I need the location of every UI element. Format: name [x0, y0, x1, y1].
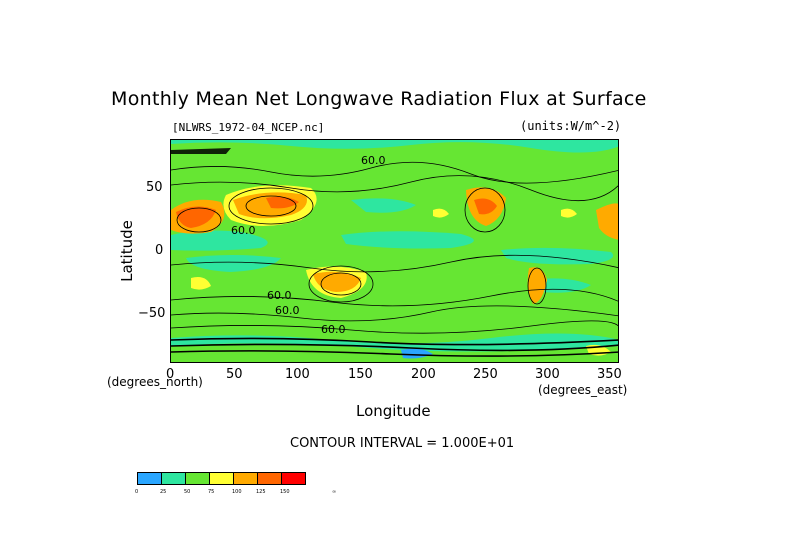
contour-interval-note: CONTOUR INTERVAL = 1.000E+01 — [290, 436, 515, 451]
contour-label: 60.0 — [267, 289, 292, 302]
contour-label: 60.0 — [275, 304, 300, 317]
x-tick-label: 150 — [348, 367, 373, 382]
x-tick-label: 50 — [226, 367, 243, 382]
hot-region-east-edge — [596, 203, 618, 240]
x-tick-label: 0 — [166, 367, 175, 382]
colorbar-swatch — [233, 472, 258, 485]
tropical-patch-3 — [501, 247, 614, 265]
y-tick-label: 50 — [146, 180, 163, 195]
colorbar-swatch — [209, 472, 234, 485]
tropical-patch-2 — [341, 231, 474, 249]
hot-region-samerica — [527, 267, 547, 304]
x-axis-label: Longitude — [356, 402, 431, 420]
colorbar-label: 0 — [135, 489, 139, 495]
x-tick-label: 200 — [411, 367, 436, 382]
colorbar-swatch — [161, 472, 186, 485]
hot-core-namerica — [474, 198, 497, 215]
northern-patch — [351, 198, 416, 213]
y-axis-label: Latitude — [117, 220, 136, 282]
warm-spot-2 — [561, 208, 577, 218]
dense-contours — [171, 337, 618, 357]
colorbar-label: 50 — [184, 489, 191, 495]
colorbar-label: 75 — [208, 489, 215, 495]
warm-spot-1 — [433, 208, 449, 218]
contour-label: 60.0 — [321, 323, 346, 336]
hot-region-australia — [313, 271, 361, 292]
colorbar-swatch — [281, 472, 306, 485]
colorbar-label: 150 — [280, 489, 290, 495]
hot-core-africa — [176, 206, 216, 228]
x-tick-label: 250 — [473, 367, 498, 382]
arctic-contour-cluster — [171, 148, 231, 154]
colorbar-label: 125 — [256, 489, 266, 495]
colorbar-label: ∞ — [332, 489, 337, 495]
file-label: [NLWRS_1972-04_NCEP.nc] — [172, 121, 325, 134]
antarctic-green — [171, 343, 618, 362]
contour-lines — [171, 161, 618, 334]
x-tick-label: 100 — [285, 367, 310, 382]
x-tick-label: 350 — [597, 367, 622, 382]
colorbar-label: 25 — [160, 489, 167, 495]
contour-label: 60.0 — [231, 224, 256, 237]
x-tick-label: 300 — [535, 367, 560, 382]
chart-title: Monthly Mean Net Longwave Radiation Flux… — [111, 88, 647, 110]
y-axis-unit: (degrees_north) — [107, 375, 203, 389]
colorbar-label: 100 — [232, 489, 242, 495]
tropical-patch-1 — [171, 230, 268, 251]
tropical-patch-4 — [186, 255, 281, 272]
colorbar-swatch — [257, 472, 282, 485]
arctic-band — [171, 140, 618, 153]
contour-label: 60.0 — [361, 154, 386, 167]
warm-spot-safrica — [191, 277, 211, 290]
contour-map-svg — [171, 140, 618, 362]
contour-map-plot: 60.0 60.0 60.0 60.0 60.0 — [170, 139, 619, 363]
y-tick-label: −50 — [138, 306, 166, 321]
x-axis-unit: (degrees_east) — [538, 383, 628, 397]
colorbar-swatch — [185, 472, 210, 485]
y-tick-label: 0 — [155, 243, 164, 258]
colorbar — [137, 472, 306, 485]
colorbar-swatch — [137, 472, 162, 485]
antarctic-cold-spot — [401, 348, 433, 359]
units-label: (units:W/m^-2) — [520, 119, 622, 133]
